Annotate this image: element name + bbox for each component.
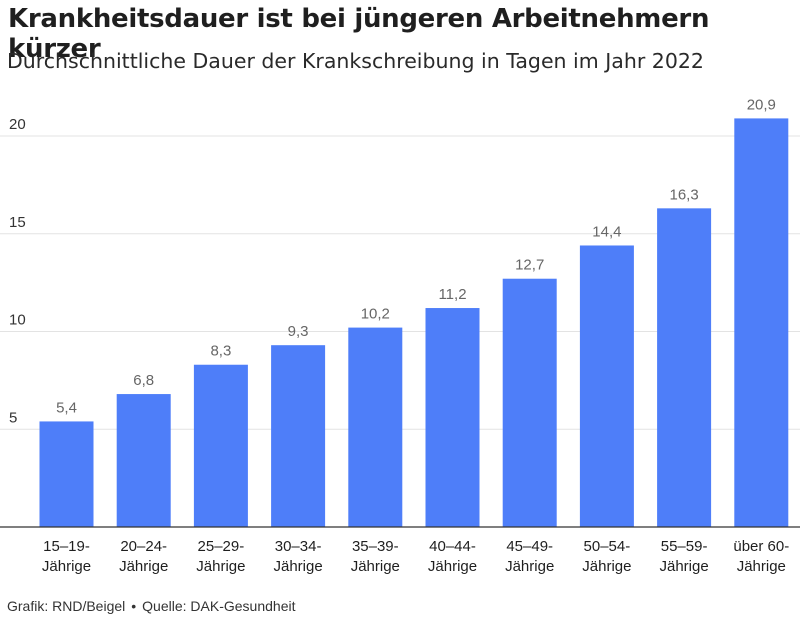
value-label: 9,3 bbox=[288, 323, 309, 340]
value-label: 5,4 bbox=[56, 399, 77, 416]
bars bbox=[39, 118, 789, 528]
x-tick-label: über 60- bbox=[733, 538, 789, 555]
bar bbox=[425, 308, 480, 527]
value-label: 6,8 bbox=[133, 372, 154, 389]
x-tick-label: Jährige bbox=[505, 558, 554, 575]
footer-separator: • bbox=[131, 598, 137, 614]
y-tick-label: 20 bbox=[9, 116, 26, 133]
x-tick-label: Jährige bbox=[737, 558, 786, 575]
x-tick-label: 40–44- bbox=[429, 538, 476, 555]
bar bbox=[657, 208, 712, 527]
value-label: 16,3 bbox=[669, 186, 698, 203]
footer: Grafik: RND/Beigel • Quelle: DAK-Gesundhei… bbox=[7, 598, 295, 614]
x-tick-label: 50–54- bbox=[584, 538, 631, 555]
y-tick-label: 10 bbox=[9, 312, 26, 329]
value-label: 14,4 bbox=[592, 223, 621, 240]
y-tick-label: 5 bbox=[9, 409, 17, 426]
x-tick-label: 45–49- bbox=[506, 538, 553, 555]
footer-source: Quelle: DAK-Gesundheit bbox=[142, 598, 296, 614]
bar bbox=[116, 394, 171, 527]
x-tick-label: 30–34- bbox=[275, 538, 322, 555]
x-tick-label: 20–24- bbox=[120, 538, 167, 555]
x-tick-label: Jährige bbox=[428, 558, 477, 575]
chart-subtitle: Durchschnittliche Dauer der Krankschreib… bbox=[7, 49, 704, 73]
footer-credit: Grafik: RND/Beigel bbox=[7, 598, 126, 614]
chart-title: Krankheitsdauer ist bei jüngeren Arbeitn… bbox=[8, 4, 710, 64]
labels: 5 10 15 20 5,4 15–19- Jährige 6,8 20–24- Jährige 8… bbox=[9, 96, 789, 575]
x-tick-label: Jährige bbox=[119, 558, 168, 575]
bar bbox=[348, 327, 403, 527]
x-tick-label: 55–59- bbox=[661, 538, 708, 555]
bar bbox=[734, 118, 789, 527]
bar bbox=[39, 421, 94, 527]
bar bbox=[579, 245, 634, 528]
x-tick-label: Jährige bbox=[196, 558, 245, 575]
bar bbox=[193, 364, 248, 527]
x-tick-label: Jährige bbox=[42, 558, 91, 575]
bar bbox=[502, 278, 557, 527]
x-tick-label: 25–29- bbox=[198, 538, 245, 555]
x-tick-label: 35–39- bbox=[352, 538, 399, 555]
value-label: 11,2 bbox=[438, 286, 466, 303]
x-tick-label: Jährige bbox=[582, 558, 631, 575]
bar bbox=[271, 345, 326, 527]
x-tick-label: Jährige bbox=[351, 558, 400, 575]
value-label: 12,7 bbox=[515, 257, 544, 274]
x-tick-label: Jährige bbox=[659, 558, 708, 575]
x-tick-label: 15–19- bbox=[43, 538, 90, 555]
value-label: 10,2 bbox=[361, 306, 390, 323]
y-tick-label: 15 bbox=[9, 214, 26, 231]
x-tick-label: Jährige bbox=[273, 558, 322, 575]
value-label: 20,9 bbox=[747, 96, 776, 113]
value-label: 8,3 bbox=[210, 343, 231, 360]
